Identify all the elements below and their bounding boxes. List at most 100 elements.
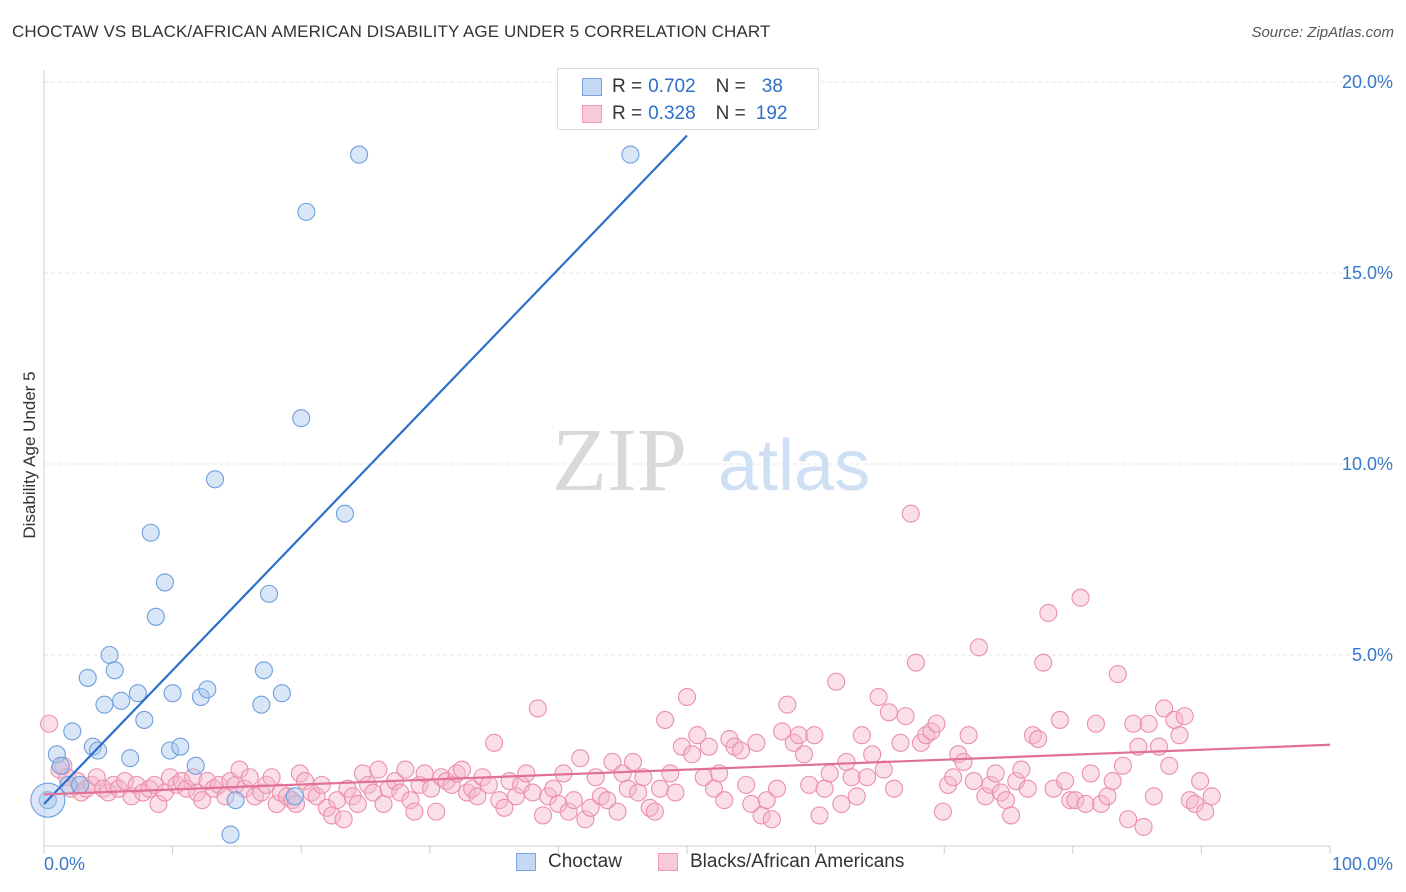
black-point bbox=[549, 794, 568, 814]
black-point bbox=[1012, 760, 1031, 779]
n-label: N = bbox=[715, 76, 746, 97]
r-label: R = bbox=[612, 103, 643, 124]
choctaw-point bbox=[141, 523, 160, 542]
black-point bbox=[193, 791, 212, 810]
source-label: Source: ZipAtlas.com bbox=[1251, 24, 1394, 41]
black-point bbox=[661, 764, 680, 783]
black-point bbox=[87, 768, 106, 787]
black-point bbox=[933, 802, 952, 821]
black-point bbox=[896, 707, 915, 726]
black-point bbox=[996, 791, 1015, 810]
black-point bbox=[906, 653, 925, 672]
black-point bbox=[815, 779, 834, 798]
black-point bbox=[927, 714, 946, 733]
black-point bbox=[986, 764, 1005, 783]
choctaw-point bbox=[259, 584, 279, 603]
black-point bbox=[533, 806, 553, 825]
black-point bbox=[789, 726, 808, 745]
black-point bbox=[672, 737, 691, 756]
black-point bbox=[699, 737, 718, 756]
x-tick-label: 0.0% bbox=[44, 854, 85, 874]
axes bbox=[43, 70, 1331, 854]
black-point bbox=[334, 810, 353, 829]
black-point bbox=[737, 775, 756, 794]
choctaw-point bbox=[51, 756, 70, 775]
n-label: N = bbox=[715, 103, 746, 124]
black-point bbox=[634, 768, 653, 787]
tick-labels: 5.0% 10.0% 15.0% 20.0% 0.0% 100.0% bbox=[44, 72, 1393, 874]
watermark-atlas: atlas bbox=[718, 426, 870, 506]
black-point bbox=[1113, 756, 1133, 775]
black-point bbox=[1039, 603, 1058, 623]
choctaw-point bbox=[146, 607, 165, 626]
black-point bbox=[1124, 714, 1143, 733]
black-point bbox=[1134, 817, 1153, 836]
choctaw-point bbox=[285, 787, 304, 806]
black-point bbox=[683, 745, 702, 764]
black-point bbox=[827, 672, 846, 691]
choctaw-point bbox=[297, 202, 316, 221]
black-point bbox=[1018, 779, 1037, 798]
black-point bbox=[715, 791, 734, 810]
choctaw-point bbox=[221, 825, 240, 844]
choctaw-point bbox=[272, 684, 291, 703]
black-point bbox=[427, 802, 446, 821]
choctaw-point bbox=[128, 684, 147, 703]
choctaw-point bbox=[78, 668, 97, 687]
choctaw-point bbox=[171, 737, 190, 756]
choctaw-legend-label: Choctaw bbox=[548, 851, 622, 872]
black-point bbox=[857, 768, 877, 787]
black-point bbox=[944, 768, 963, 787]
black-point bbox=[1086, 714, 1105, 733]
black-point bbox=[523, 783, 542, 802]
black-point bbox=[1175, 707, 1194, 726]
watermark: ZIP atlas bbox=[552, 411, 870, 510]
black-point bbox=[364, 783, 383, 802]
choctaw-point bbox=[112, 691, 131, 710]
black-point bbox=[879, 703, 898, 722]
black-legend-label: Blacks/African Americans bbox=[690, 851, 905, 872]
black-point bbox=[1066, 791, 1085, 810]
black-point bbox=[832, 794, 851, 814]
choctaw-point bbox=[47, 745, 66, 764]
choctaw-point bbox=[205, 470, 225, 489]
choctaw-point bbox=[105, 661, 124, 680]
choctaw-point bbox=[135, 710, 154, 729]
black-point bbox=[1081, 764, 1100, 783]
trend-lines bbox=[43, 134, 1331, 805]
black-legend-swatch bbox=[658, 853, 678, 871]
black-point bbox=[981, 775, 1000, 794]
choctaw-point bbox=[95, 695, 114, 714]
black-point bbox=[1139, 714, 1158, 733]
black-point bbox=[842, 768, 861, 787]
stats-legend: R = 0.702 N = 38 R = 0.328 N = 192 bbox=[557, 68, 819, 130]
legend-item-choctaw: Choctaw bbox=[516, 851, 622, 873]
black-point bbox=[869, 687, 888, 707]
black-point bbox=[608, 802, 627, 821]
black-point bbox=[805, 726, 824, 745]
choctaw-point bbox=[163, 684, 182, 703]
y-tick-label: 10.0% bbox=[1342, 454, 1393, 474]
black-point bbox=[847, 787, 866, 806]
black-point bbox=[40, 714, 59, 733]
choctaw-point bbox=[621, 145, 640, 164]
black-point bbox=[891, 733, 910, 752]
r-value: 0.702 bbox=[648, 76, 696, 97]
black-point bbox=[666, 783, 685, 802]
black-point bbox=[1108, 665, 1127, 684]
black-point bbox=[650, 779, 670, 798]
choctaw-point bbox=[160, 741, 180, 760]
black-point bbox=[452, 760, 472, 779]
black-point bbox=[328, 791, 347, 810]
black-point bbox=[794, 745, 814, 764]
black-point bbox=[184, 768, 203, 787]
choctaw-point bbox=[292, 409, 311, 428]
y-tick-label: 20.0% bbox=[1342, 72, 1393, 92]
black-point bbox=[517, 764, 536, 783]
black-point bbox=[959, 726, 978, 745]
choctaw-point bbox=[254, 661, 273, 680]
choctaw-point bbox=[335, 504, 354, 523]
black-point bbox=[405, 802, 424, 821]
choctaw-point bbox=[155, 573, 174, 592]
